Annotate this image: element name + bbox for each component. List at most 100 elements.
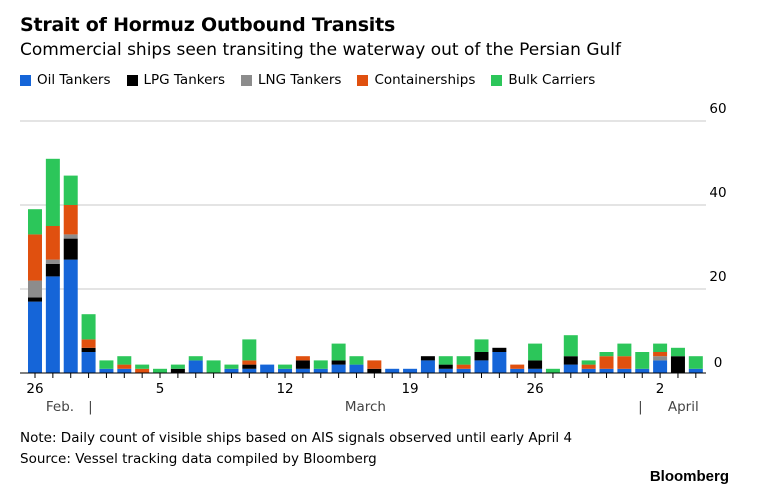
legend-swatch [126, 74, 138, 86]
bar-segment [99, 368, 114, 373]
bar-segment [63, 238, 78, 260]
bar-segment [438, 364, 453, 369]
legend-item: Containerships [357, 72, 475, 88]
bar-segment [492, 347, 507, 352]
bar-segment [28, 297, 42, 302]
y-tick-label: 60 [709, 101, 726, 117]
bar-segment [206, 360, 221, 373]
bar-segment [331, 343, 346, 361]
bar-segment [528, 360, 543, 369]
month-label: Feb. [46, 399, 74, 415]
bar-segment [367, 368, 382, 373]
bar-segment [349, 364, 364, 373]
bar-segment [63, 234, 78, 239]
legend-swatch [491, 74, 503, 86]
bar-segment [367, 360, 382, 369]
source-text: Source: Vessel tracking data compiled by… [20, 451, 377, 467]
bar-segment [456, 356, 471, 365]
y-tick-label: 0 [714, 355, 723, 371]
bar-segment [135, 364, 150, 369]
x-tick-label: 19 [401, 381, 418, 397]
bar-segment [81, 339, 96, 348]
bar-segment [81, 352, 96, 373]
bar-segment [474, 360, 489, 373]
bar-segment [653, 352, 668, 357]
bar-segment [688, 356, 703, 369]
legend-item: LNG Tankers [240, 72, 342, 88]
legend-label: LNG Tankers [257, 72, 342, 88]
bar-segment [438, 356, 453, 365]
legend-label: Oil Tankers [37, 72, 111, 88]
legend-label: Containerships [374, 72, 476, 88]
bar-segment [403, 368, 418, 373]
bar-segment [278, 368, 293, 373]
bar-segment [545, 368, 560, 373]
bar-segment [456, 368, 471, 373]
bar-segment [170, 364, 185, 369]
bar-segment [492, 352, 507, 373]
bar-segment [313, 368, 328, 373]
bar-segment [670, 347, 685, 357]
bar-segment [688, 368, 703, 373]
bar-segment [81, 314, 96, 340]
x-tick-label: 26 [26, 381, 43, 397]
legend-swatch [20, 74, 31, 86]
bar-segment [45, 158, 60, 226]
bar-segment [653, 343, 668, 352]
chart-subtitle: Commercial ships seen transiting the wat… [20, 40, 622, 60]
bar-segment [581, 368, 596, 373]
bar-segment [81, 347, 96, 352]
legend-item: Bulk Carriers [491, 72, 595, 88]
bar-segment [242, 368, 257, 373]
bar-segment [63, 175, 78, 205]
bar-segment [653, 356, 668, 361]
note-text: Note: Daily count of visible ships based… [20, 430, 573, 446]
bar-segment [635, 352, 650, 369]
legend-swatch [357, 74, 369, 86]
month-label: April [668, 399, 699, 415]
bar-segment [28, 280, 42, 298]
bar-segment [528, 343, 543, 361]
bar-segment [510, 364, 525, 369]
bar-segment [45, 263, 60, 277]
bar-segment [153, 368, 168, 373]
y-tick-label: 40 [709, 185, 726, 201]
bar-segment [117, 364, 132, 369]
legend-label: Bulk Carriers [508, 72, 596, 88]
bar-segment [63, 259, 78, 373]
bar-segment [28, 209, 42, 235]
x-tick-label: 12 [276, 381, 293, 397]
bar-segment [242, 339, 257, 361]
x-tick-label: 26 [526, 381, 543, 397]
bar-segment [563, 356, 578, 365]
bar-segment [188, 356, 203, 361]
bar-segment [420, 360, 435, 373]
bloomberg-logo: Bloomberg [649, 468, 729, 485]
bar-segment [224, 364, 239, 369]
bar-segment [474, 352, 489, 361]
y-tick-label: 20 [709, 269, 726, 285]
bar-segment [242, 360, 257, 365]
bar-segment [224, 368, 239, 373]
bar-segment [581, 360, 596, 365]
bar-segment [45, 259, 60, 264]
bar-segment [313, 360, 328, 369]
bar-segment [170, 368, 185, 373]
bar-segment [295, 360, 310, 369]
bar-segment [28, 234, 42, 281]
legend-swatch [240, 74, 252, 86]
bar-segment [617, 368, 632, 373]
bar-segment [45, 276, 60, 373]
x-tick-label: 5 [156, 381, 165, 397]
legend-label: LPG Tankers [143, 72, 225, 88]
chart-title: Strait of Hormuz Outbound Transits [20, 14, 396, 36]
bar-segment [510, 368, 525, 373]
x-tick-label: 2 [656, 381, 665, 397]
bar-segment [617, 356, 632, 369]
bar-segment [278, 364, 293, 369]
bar-segment [28, 301, 42, 373]
bar-segment [45, 226, 60, 260]
bar-segment [599, 368, 614, 373]
bar-segment [599, 352, 614, 357]
